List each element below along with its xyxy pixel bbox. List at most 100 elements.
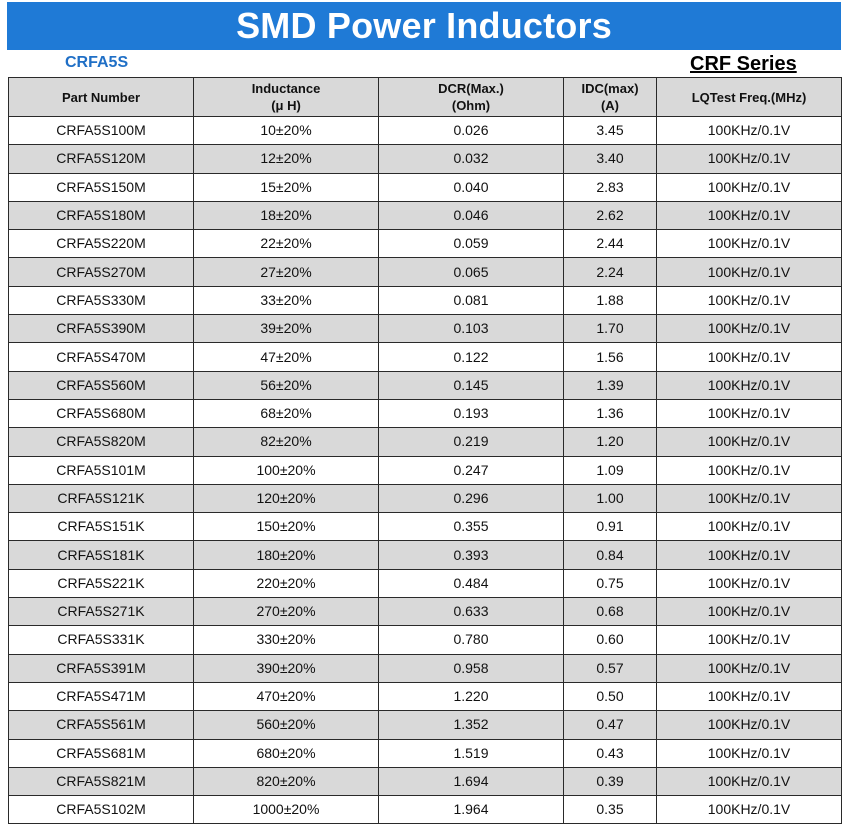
- spec-table: Part Number Inductance (μ H) DCR(Max.) (…: [8, 77, 842, 825]
- idc-cell: 0.50: [563, 681, 657, 712]
- part-number-cell: CRFA5S151K: [8, 512, 194, 542]
- inductance-cell: 15±20%: [193, 172, 379, 202]
- table-row: CRFA5S560M 56±20% 0.145 1.39 100KHz/0.1V: [8, 370, 842, 400]
- idc-cell: 2.24: [563, 257, 657, 287]
- table-row: CRFA5S181K 180±20% 0.393 0.84 100KHz/0.1V: [8, 540, 842, 570]
- inductance-cell: 330±20%: [193, 625, 379, 655]
- idc-cell: 0.47: [563, 710, 657, 740]
- table-row: CRFA5S101M 100±20% 0.247 1.09 100KHz/0.1V: [8, 455, 842, 485]
- part-number-cell: CRFA5S181K: [8, 540, 194, 570]
- dcr-cell: 0.296: [378, 483, 564, 514]
- dcr-cell: 0.046: [378, 200, 564, 231]
- test-freq-cell: 100KHz/0.1V: [656, 172, 842, 202]
- idc-cell: 1.88: [563, 285, 657, 316]
- inductance-cell: 18±20%: [193, 200, 379, 231]
- idc-cell: 0.75: [563, 568, 657, 599]
- idc-cell: 1.09: [563, 455, 657, 485]
- inductance-cell: 560±20%: [193, 710, 379, 740]
- inductance-cell: 820±20%: [193, 766, 379, 797]
- part-number-cell: CRFA5S560M: [8, 370, 194, 400]
- dcr-cell: 0.393: [378, 540, 564, 570]
- table-row: CRFA5S221K 220±20% 0.484 0.75 100KHz/0.1V: [8, 568, 842, 599]
- part-number-cell: CRFA5S820M: [8, 427, 194, 457]
- idc-cell: 3.45: [563, 115, 657, 146]
- test-freq-cell: 100KHz/0.1V: [656, 370, 842, 400]
- table-row: CRFA5S151K 150±20% 0.355 0.91 100KHz/0.1V: [8, 512, 842, 542]
- table-row: CRFA5S150M 15±20% 0.040 2.83 100KHz/0.1V: [8, 172, 842, 202]
- idc-cell: 0.91: [563, 512, 657, 542]
- test-freq-cell: 100KHz/0.1V: [656, 512, 842, 542]
- dcr-cell: 0.122: [378, 342, 564, 372]
- dcr-cell: 0.081: [378, 285, 564, 316]
- table-row: CRFA5S180M 18±20% 0.046 2.62 100KHz/0.1V: [8, 200, 842, 231]
- series-label: CRF Series: [690, 53, 797, 75]
- col-dcr: DCR(Max.) (Ohm): [378, 77, 564, 117]
- test-freq-cell: 100KHz/0.1V: [656, 625, 842, 655]
- table-row: CRFA5S121K 120±20% 0.296 1.00 100KHz/0.1V: [8, 483, 842, 514]
- spec-table-body: CRFA5S100M 10±20% 0.026 3.45 100KHz/0.1V CRFA…: [8, 115, 842, 825]
- table-row: CRFA5S120M 12±20% 0.032 3.40 100KHz/0.1V: [8, 144, 842, 174]
- inductance-cell: 82±20%: [193, 427, 379, 457]
- dcr-cell: 0.484: [378, 568, 564, 599]
- idc-cell: 2.44: [563, 229, 657, 259]
- table-row: CRFA5S270M 27±20% 0.065 2.24 100KHz/0.1V: [8, 257, 842, 287]
- part-number-cell: CRFA5S821M: [8, 766, 194, 797]
- dcr-cell: 0.247: [378, 455, 564, 485]
- inductance-cell: 180±20%: [193, 540, 379, 570]
- idc-cell: 3.40: [563, 144, 657, 174]
- part-number-cell: CRFA5S120M: [8, 144, 194, 174]
- dcr-cell: 0.193: [378, 398, 564, 429]
- test-freq-cell: 100KHz/0.1V: [656, 229, 842, 259]
- inductance-cell: 390±20%: [193, 653, 379, 683]
- idc-cell: 0.68: [563, 597, 657, 627]
- dcr-cell: 0.103: [378, 314, 564, 344]
- test-freq-cell: 100KHz/0.1V: [656, 540, 842, 570]
- table-row: CRFA5S390M 39±20% 0.103 1.70 100KHz/0.1V: [8, 314, 842, 344]
- table-row: CRFA5S471M 470±20% 1.220 0.50 100KHz/0.1V: [8, 681, 842, 712]
- test-freq-cell: 100KHz/0.1V: [656, 795, 842, 825]
- col-test-freq: LQTest Freq.(MHz): [656, 77, 842, 117]
- dcr-cell: 1.519: [378, 738, 564, 768]
- part-number-cell: CRFA5S390M: [8, 314, 194, 344]
- dcr-cell: 1.964: [378, 795, 564, 825]
- idc-cell: 0.60: [563, 625, 657, 655]
- test-freq-cell: 100KHz/0.1V: [656, 710, 842, 740]
- inductance-cell: 39±20%: [193, 314, 379, 344]
- inductance-cell: 22±20%: [193, 229, 379, 259]
- table-row: CRFA5S561M 560±20% 1.352 0.47 100KHz/0.1V: [8, 710, 842, 740]
- test-freq-cell: 100KHz/0.1V: [656, 314, 842, 344]
- col-part-number: Part Number: [8, 77, 194, 117]
- part-number-cell: CRFA5S330M: [8, 285, 194, 316]
- test-freq-cell: 100KHz/0.1V: [656, 653, 842, 683]
- col-idc: IDC(max) (A): [563, 77, 657, 117]
- part-number-cell: CRFA5S220M: [8, 229, 194, 259]
- inductance-cell: 68±20%: [193, 398, 379, 429]
- idc-cell: 1.70: [563, 314, 657, 344]
- inductance-cell: 100±20%: [193, 455, 379, 485]
- idc-cell: 2.62: [563, 200, 657, 231]
- idc-cell: 2.83: [563, 172, 657, 202]
- test-freq-cell: 100KHz/0.1V: [656, 200, 842, 231]
- part-number-cell: CRFA5S100M: [8, 115, 194, 146]
- page-title-banner: SMD Power Inductors: [7, 2, 841, 50]
- part-number-cell: CRFA5S101M: [8, 455, 194, 485]
- inductance-cell: 120±20%: [193, 483, 379, 514]
- inductance-cell: 12±20%: [193, 144, 379, 174]
- idc-cell: 0.35: [563, 795, 657, 825]
- dcr-cell: 0.219: [378, 427, 564, 457]
- header-row: Part Number Inductance (μ H) DCR(Max.) (…: [8, 77, 842, 117]
- dcr-cell: 0.065: [378, 257, 564, 287]
- dcr-cell: 1.220: [378, 681, 564, 712]
- part-number-cell: CRFA5S270M: [8, 257, 194, 287]
- dcr-cell: 0.958: [378, 653, 564, 683]
- inductance-cell: 150±20%: [193, 512, 379, 542]
- test-freq-cell: 100KHz/0.1V: [656, 115, 842, 146]
- table-row: CRFA5S220M 22±20% 0.059 2.44 100KHz/0.1V: [8, 229, 842, 259]
- table-row: CRFA5S271K 270±20% 0.633 0.68 100KHz/0.1V: [8, 597, 842, 627]
- test-freq-cell: 100KHz/0.1V: [656, 738, 842, 768]
- inductance-cell: 10±20%: [193, 115, 379, 146]
- idc-cell: 1.36: [563, 398, 657, 429]
- idc-cell: 0.57: [563, 653, 657, 683]
- table-row: CRFA5S330M 33±20% 0.081 1.88 100KHz/0.1V: [8, 285, 842, 316]
- part-number-cell: CRFA5S121K: [8, 483, 194, 514]
